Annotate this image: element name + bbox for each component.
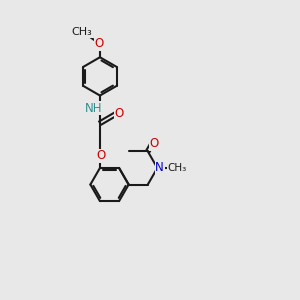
Text: O: O — [96, 149, 105, 162]
Text: O: O — [149, 137, 159, 150]
Text: N: N — [155, 161, 164, 175]
Text: O: O — [115, 107, 124, 120]
Text: O: O — [94, 37, 104, 50]
Text: CH₃: CH₃ — [71, 27, 92, 37]
Text: CH₃: CH₃ — [167, 163, 187, 173]
Text: NH: NH — [85, 102, 102, 115]
